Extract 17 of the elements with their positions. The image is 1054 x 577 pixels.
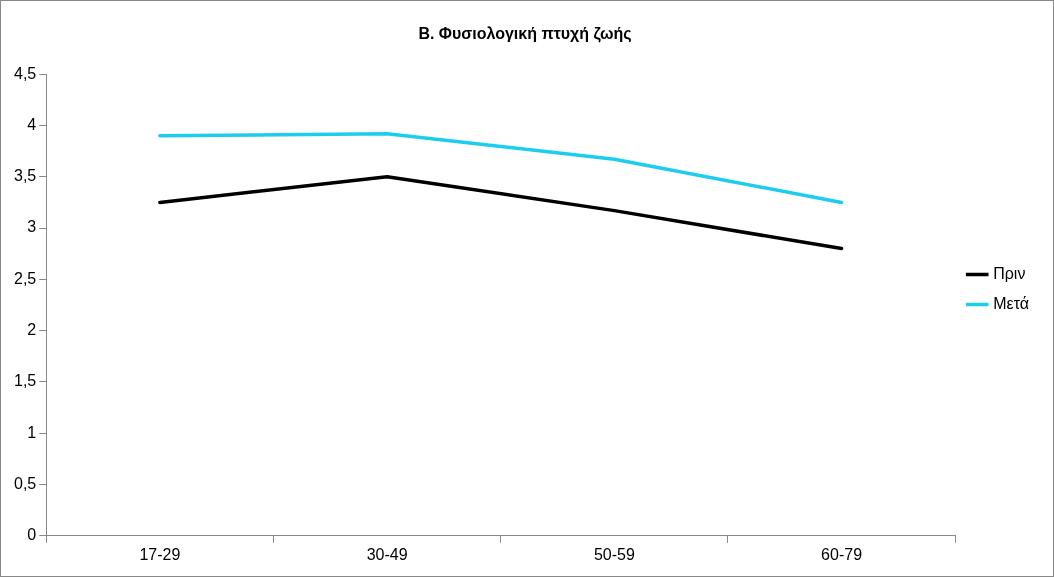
- y-tick-label: 2,5: [13, 269, 37, 287]
- y-tick-label: 1,5: [13, 372, 37, 390]
- legend-label: Μετά: [993, 294, 1030, 312]
- y-tick-label: 1: [27, 423, 37, 441]
- y-tick-label: 2: [27, 321, 37, 339]
- x-tick-label: 60-79: [821, 545, 863, 563]
- y-tick-label: 3,5: [13, 167, 37, 185]
- y-tick-label: 0: [27, 526, 37, 544]
- y-tick-label: 0,5: [13, 474, 37, 492]
- y-tick-label: 4,5: [13, 64, 37, 82]
- y-tick-label: 4: [27, 115, 37, 133]
- chart-title: Β. Φυσιολογική πτυχή ζωής: [418, 25, 632, 44]
- x-tick-label: 30-49: [366, 545, 408, 563]
- x-tick-label: 50-59: [593, 545, 635, 563]
- x-tick-label: 17-29: [139, 545, 181, 563]
- legend-label: Πριν: [993, 264, 1026, 282]
- y-tick-label: 3: [27, 218, 37, 236]
